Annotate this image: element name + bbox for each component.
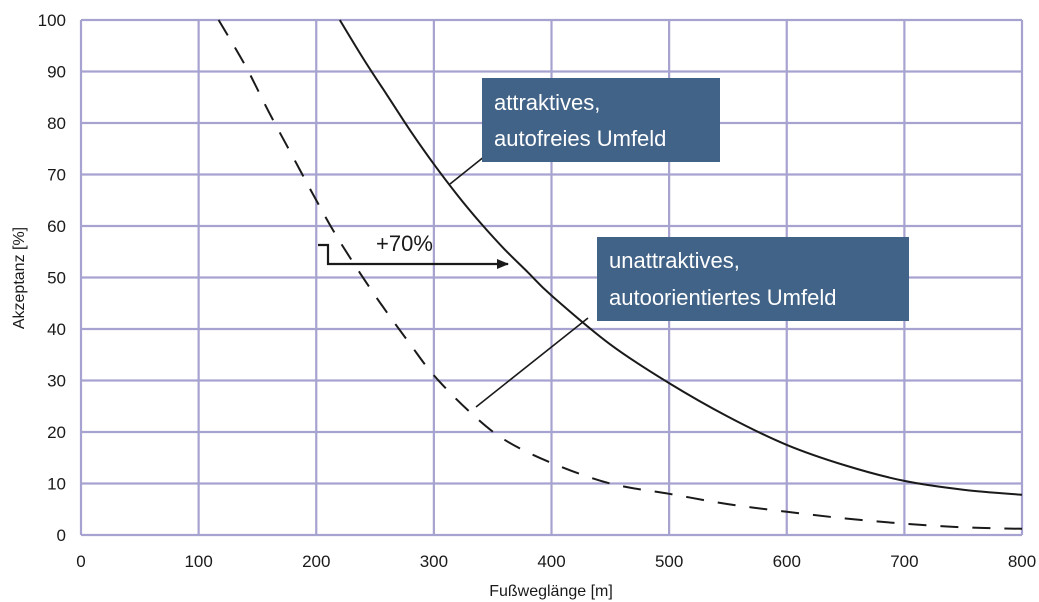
x-tick-label: 0 [76, 552, 85, 571]
leader-line-unattractive [475, 317, 589, 408]
series-line-attractive [338, 19, 1023, 496]
annotation-attractive-line-2: autofreies Umfeld [494, 126, 666, 151]
leader-line-attractive [449, 155, 486, 185]
x-tick-label: 300 [420, 552, 448, 571]
increase-label: +70% [376, 231, 433, 256]
y-tick-label: 30 [47, 372, 66, 391]
y-tick-label: 80 [47, 114, 66, 133]
x-axis-tick-labels: 0 100 200 300 400 500 600 700 800 [76, 552, 1036, 571]
y-tick-label: 20 [47, 423, 66, 442]
annotation-unattractive-line-2: autoorientiertes Umfeld [609, 285, 836, 310]
y-tick-label: 60 [47, 217, 66, 236]
x-axis-title: Fußweglänge [m] [489, 583, 613, 600]
annotation-box-attractive: attraktives, autofreies Umfeld [482, 78, 720, 162]
annotation-unattractive-line-1: unattraktives, [609, 248, 740, 273]
y-axis-tick-labels: 0 10 20 30 40 50 60 70 80 90 100 [38, 11, 66, 545]
grid [79, 18, 1024, 537]
y-tick-label: 40 [47, 320, 66, 339]
y-tick-label: 10 [47, 475, 66, 494]
series-line-unattractive [217, 19, 1023, 530]
series-lines [217, 19, 1023, 530]
y-tick-label: 70 [47, 166, 66, 185]
x-tick-label: 700 [890, 552, 918, 571]
annotation-box-unattractive: unattraktives, autoorientiertes Umfeld [597, 237, 909, 321]
x-tick-label: 100 [184, 552, 212, 571]
x-tick-label: 500 [655, 552, 683, 571]
annotation-attractive-line-1: attraktives, [494, 90, 600, 115]
x-tick-label: 800 [1008, 552, 1036, 571]
x-tick-label: 200 [302, 552, 330, 571]
y-tick-label: 0 [57, 526, 66, 545]
y-axis-title: Akzeptanz [%] [11, 227, 28, 329]
y-tick-label: 90 [47, 63, 66, 82]
x-tick-label: 600 [773, 552, 801, 571]
y-tick-label: 50 [47, 269, 66, 288]
y-tick-label: 100 [38, 11, 66, 30]
increase-arrow [318, 243, 509, 269]
x-tick-label: 400 [537, 552, 565, 571]
